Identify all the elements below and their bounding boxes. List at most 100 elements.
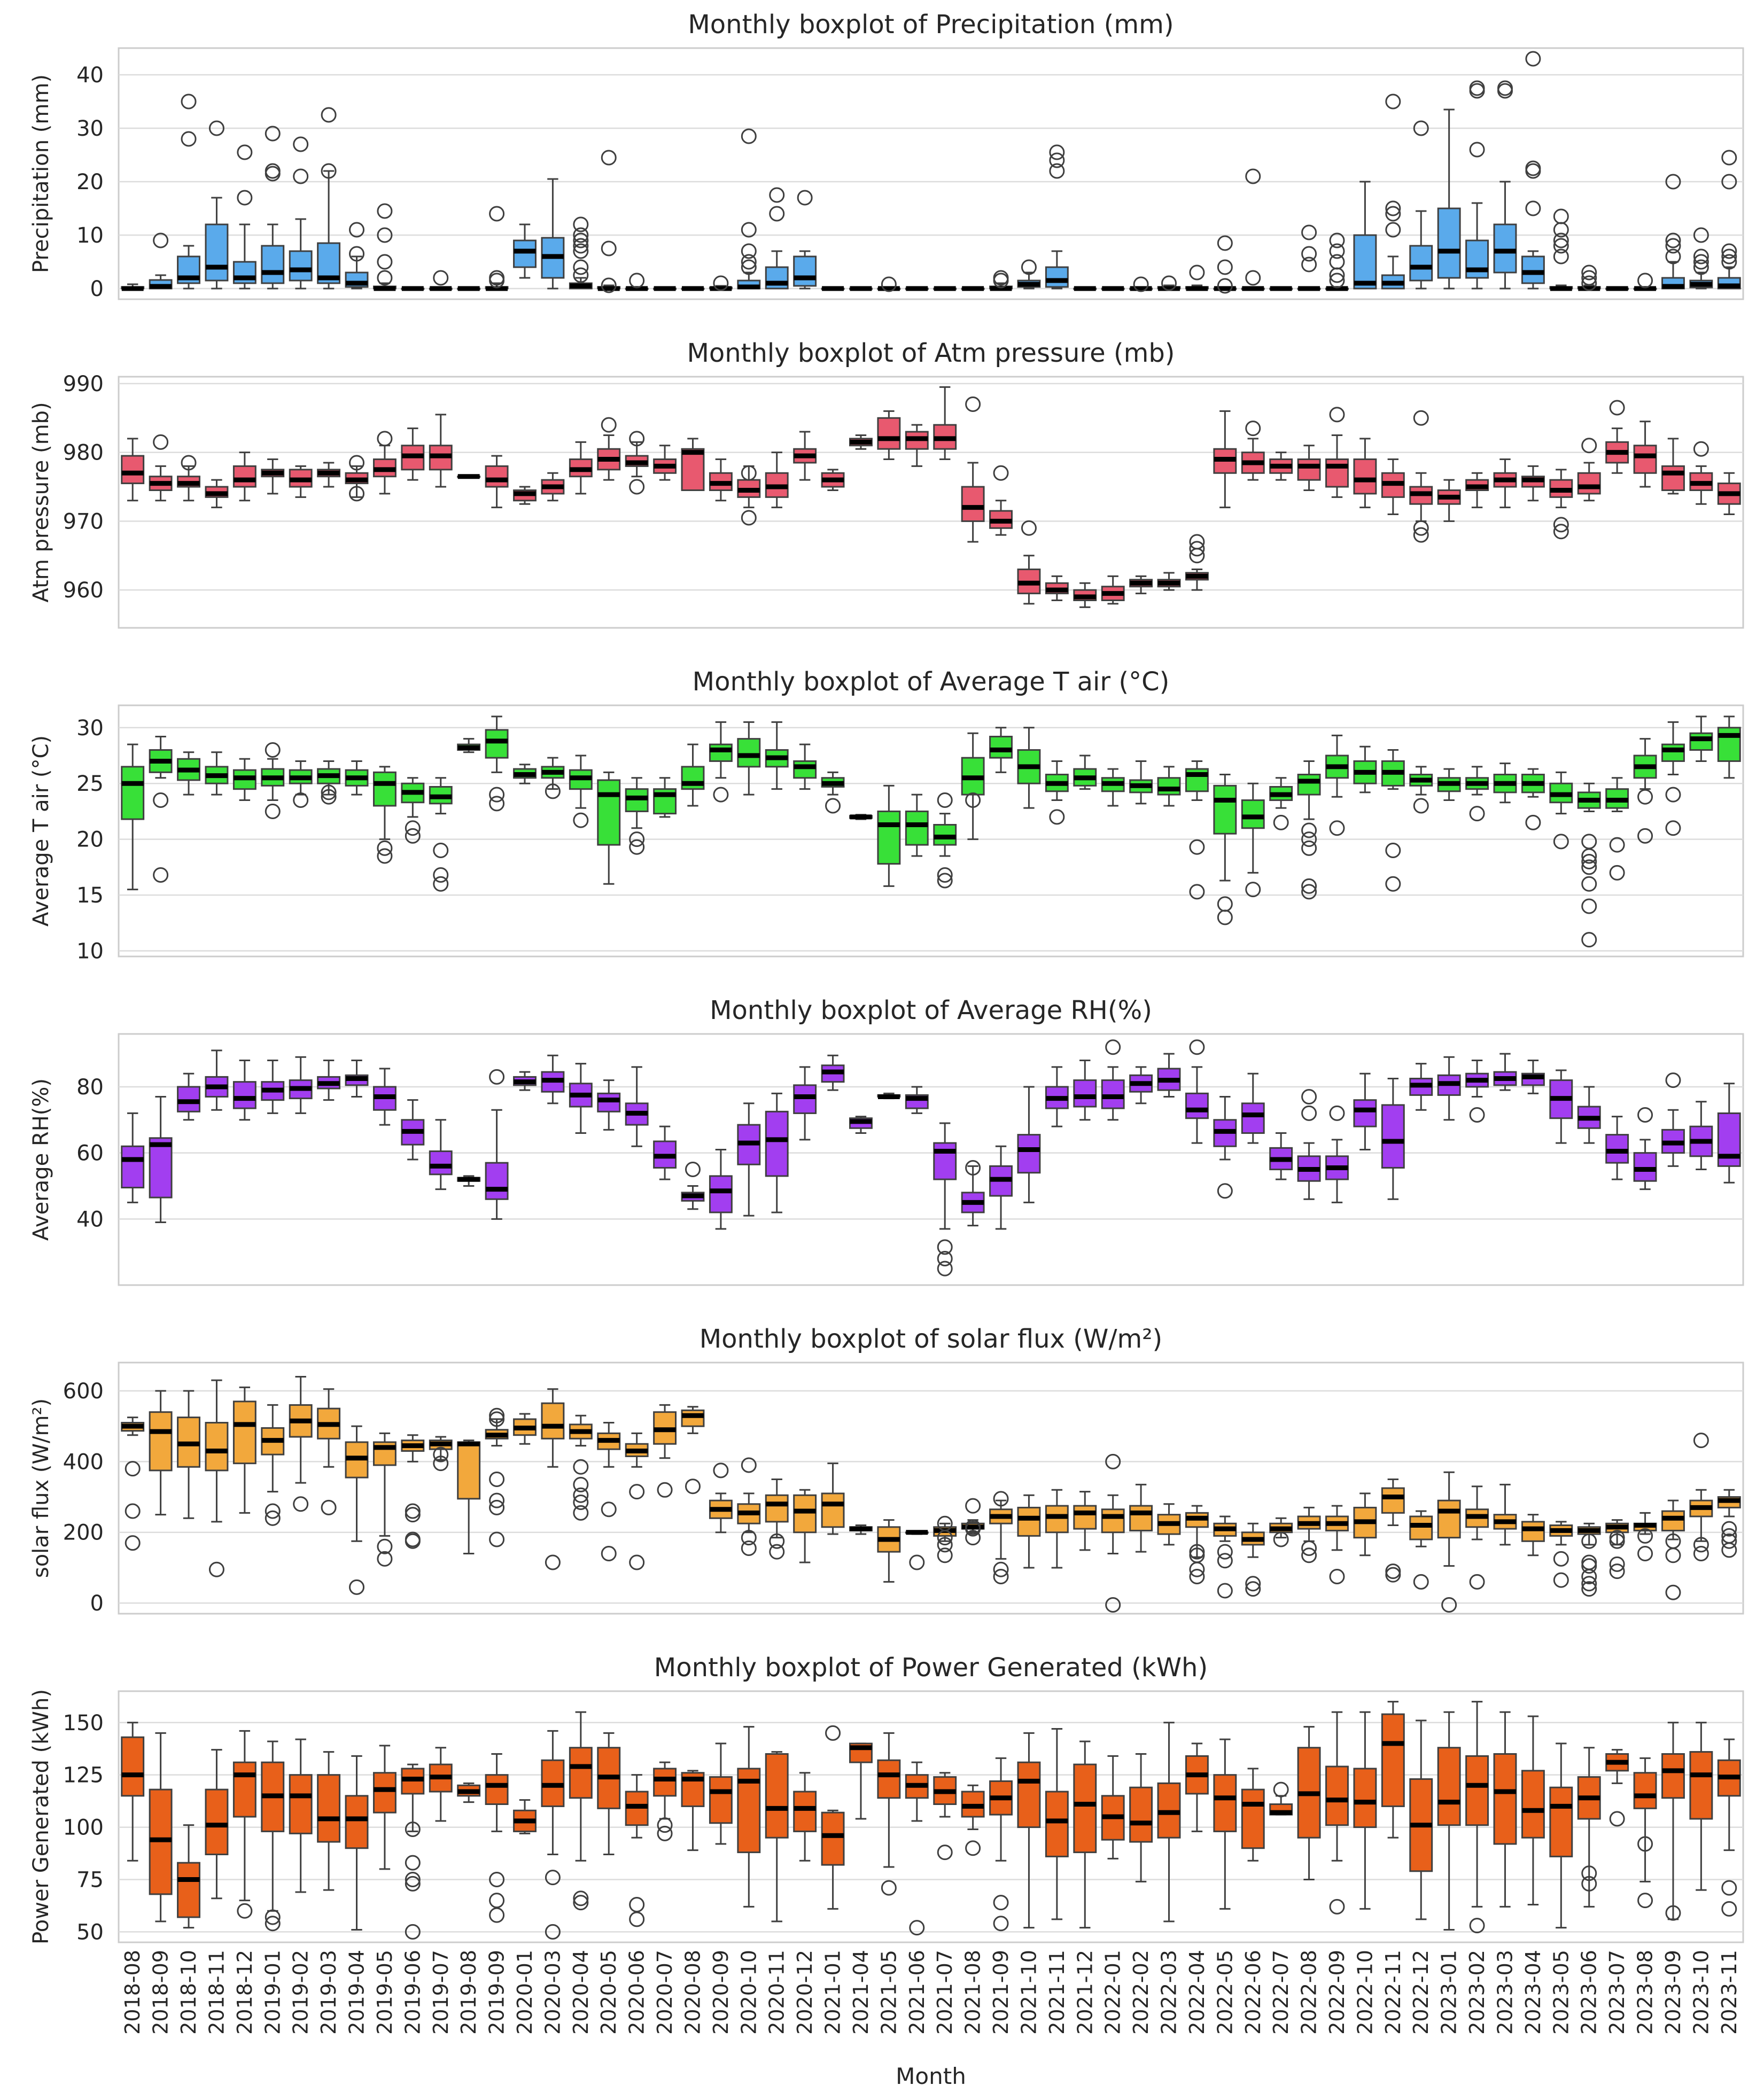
x-axis-label: Month	[896, 2063, 966, 2089]
outlier-point	[1665, 248, 1681, 264]
x-tick-label: 2023-04	[1521, 1950, 1545, 2035]
box-2022-05	[1213, 1738, 1237, 1910]
box-2020-11	[765, 1478, 789, 1560]
box-2023-06	[1577, 1747, 1601, 1908]
outlier-point	[1329, 273, 1345, 289]
iqr-box	[232, 1081, 257, 1109]
iqr-box	[709, 743, 733, 762]
panel-title: Monthly boxplot of Precipitation (mm)	[688, 10, 1174, 40]
outlier-point	[1329, 820, 1345, 836]
box-2022-05	[1213, 1515, 1237, 1599]
iqr-box	[1381, 1104, 1405, 1169]
y-tick-label: 150	[63, 1711, 104, 1736]
box-2022-07	[1269, 777, 1293, 830]
outlier-point	[965, 396, 981, 413]
outlier-point	[825, 1725, 841, 1741]
outlier-point	[1721, 150, 1737, 166]
box-2021-08	[961, 1498, 985, 1546]
x-tick-label: 2018-11	[205, 1950, 228, 2035]
box-2022-04	[1185, 1742, 1209, 1832]
box-2023-07	[1605, 1519, 1629, 1580]
box-2020-09	[709, 275, 733, 291]
iqr-box	[1633, 1772, 1657, 1809]
outlier-point	[433, 1456, 449, 1472]
iqr-box	[1213, 1774, 1237, 1832]
x-tick-label: 2020-06	[625, 1950, 649, 2035]
iqr-box	[1353, 1768, 1377, 1829]
x-tick-label: 2021-06	[905, 1950, 929, 2035]
box-2020-09	[709, 458, 733, 502]
box-2023-04	[1521, 465, 1545, 502]
outlier-point	[349, 486, 365, 502]
box-2023-10	[1689, 1101, 1713, 1171]
outlier-point	[573, 1505, 589, 1521]
outlier-point	[1217, 1544, 1233, 1560]
outlier-point	[1189, 839, 1205, 855]
box-2020-06	[625, 1774, 649, 1927]
box-2021-01	[821, 1725, 845, 1910]
box-2020-03	[541, 1054, 565, 1104]
box-2021-04	[849, 1524, 873, 1535]
outlier-point	[377, 254, 393, 270]
outlier-point	[153, 232, 169, 248]
outlier-point	[741, 222, 757, 238]
box-2022-01	[1101, 1755, 1125, 1859]
box-2019-04	[345, 760, 369, 796]
outlier-point	[741, 259, 757, 275]
outlier-point	[265, 1510, 281, 1526]
outlier-point	[741, 254, 757, 270]
box-2023-09	[1661, 1722, 1685, 1921]
x-tick-label: 2023-01	[1437, 1950, 1461, 2035]
x-tick-label: 2020-05	[597, 1950, 620, 2035]
outlier-point	[573, 232, 589, 248]
outlier-point	[1301, 831, 1317, 847]
outlier-point	[433, 843, 449, 859]
box-2020-12	[793, 1772, 817, 1862]
x-tick-label: 2021-11	[1045, 1950, 1069, 2035]
outlier-point	[1665, 820, 1681, 836]
iqr-box	[457, 1441, 481, 1500]
iqr-box	[765, 1110, 789, 1177]
x-tick-label: 2020-12	[793, 1950, 817, 2035]
panel-title: Monthly boxplot of Average T air (°C)	[693, 667, 1170, 697]
iqr-box	[597, 1092, 621, 1112]
box-2022-01	[1101, 1453, 1125, 1613]
outlier-point	[208, 120, 224, 136]
iqr-box	[1717, 727, 1741, 762]
box-2019-07	[429, 777, 453, 892]
outlier-point	[1385, 1567, 1401, 1583]
x-tick-label: 2020-08	[681, 1950, 704, 2035]
y-tick-label: 960	[63, 578, 104, 603]
x-tick-label: 2021-08	[961, 1950, 985, 2035]
box-2019-02	[289, 1056, 313, 1114]
outlier-point	[573, 267, 589, 283]
outlier-point	[993, 1895, 1009, 1911]
iqr-box	[1661, 1753, 1685, 1799]
iqr-box	[793, 255, 817, 287]
box-2019-03	[317, 462, 341, 488]
box-2018-08	[121, 1722, 145, 1862]
box-2021-04	[849, 1742, 873, 1820]
outlier-point	[601, 417, 617, 433]
box-2023-04	[1521, 768, 1545, 830]
box-2019-01	[261, 1059, 285, 1114]
box-2021-06	[905, 1530, 929, 1570]
box-2020-07	[653, 777, 677, 818]
box-2021-11	[1045, 760, 1069, 825]
box-2020-08	[681, 743, 705, 807]
outlier-point	[1525, 814, 1541, 830]
outlier-point	[377, 270, 393, 286]
box-2023-03	[1493, 1711, 1517, 1908]
box-2023-09	[1661, 1072, 1685, 1167]
box-2022-12	[1409, 1063, 1433, 1111]
iqr-box	[1633, 1152, 1657, 1182]
outlier-point	[377, 227, 393, 243]
box-2022-02	[1129, 1483, 1153, 1553]
outlier-point	[1245, 1576, 1261, 1592]
iqr-box	[1101, 1079, 1125, 1109]
outlier-point	[1665, 232, 1681, 248]
y-tick-label: 40	[76, 1207, 104, 1232]
iqr-box	[681, 448, 705, 491]
outlier-point	[293, 168, 309, 184]
